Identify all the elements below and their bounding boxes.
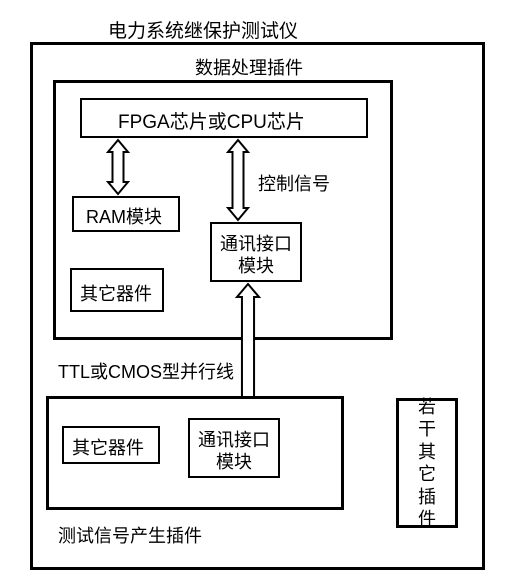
ram-label: RAM模块 — [86, 203, 162, 229]
ttl-label: TTL或CMOS型并行线 — [58, 358, 234, 384]
ctrl-signal-label: 控制信号 — [258, 170, 330, 196]
side-plugin-text-line: 其 — [418, 441, 436, 464]
comm-bot-label-2: 模块 — [216, 448, 252, 474]
arrow-fpga-ram — [98, 138, 138, 196]
comm-top-label-2: 模块 — [238, 252, 274, 278]
side-plugin-text-line: 若 — [418, 396, 436, 419]
arrow-fpga-ram-shape — [108, 140, 128, 194]
arrow-fpga-comm — [218, 138, 258, 222]
test-plugin-label: 测试信号产生插件 — [58, 522, 202, 548]
data-plugin-label: 数据处理插件 — [195, 54, 303, 80]
side-plugin-text-line: 件 — [418, 508, 436, 531]
arrow-fpga-comm-shape — [228, 140, 248, 220]
title-label: 电力系统继保护测试仪 — [108, 16, 298, 43]
side-plugin-text: 若干其它插件 — [396, 398, 458, 528]
side-plugin-text-line: 它 — [418, 463, 436, 486]
fpga-label: FPGA芯片或CPU芯片 — [118, 107, 305, 134]
side-plugin-text-line: 插 — [418, 486, 436, 509]
other-bot-label: 其它器件 — [72, 434, 144, 460]
side-plugin-text-line: 干 — [418, 418, 436, 441]
other-top-label: 其它器件 — [80, 280, 152, 306]
